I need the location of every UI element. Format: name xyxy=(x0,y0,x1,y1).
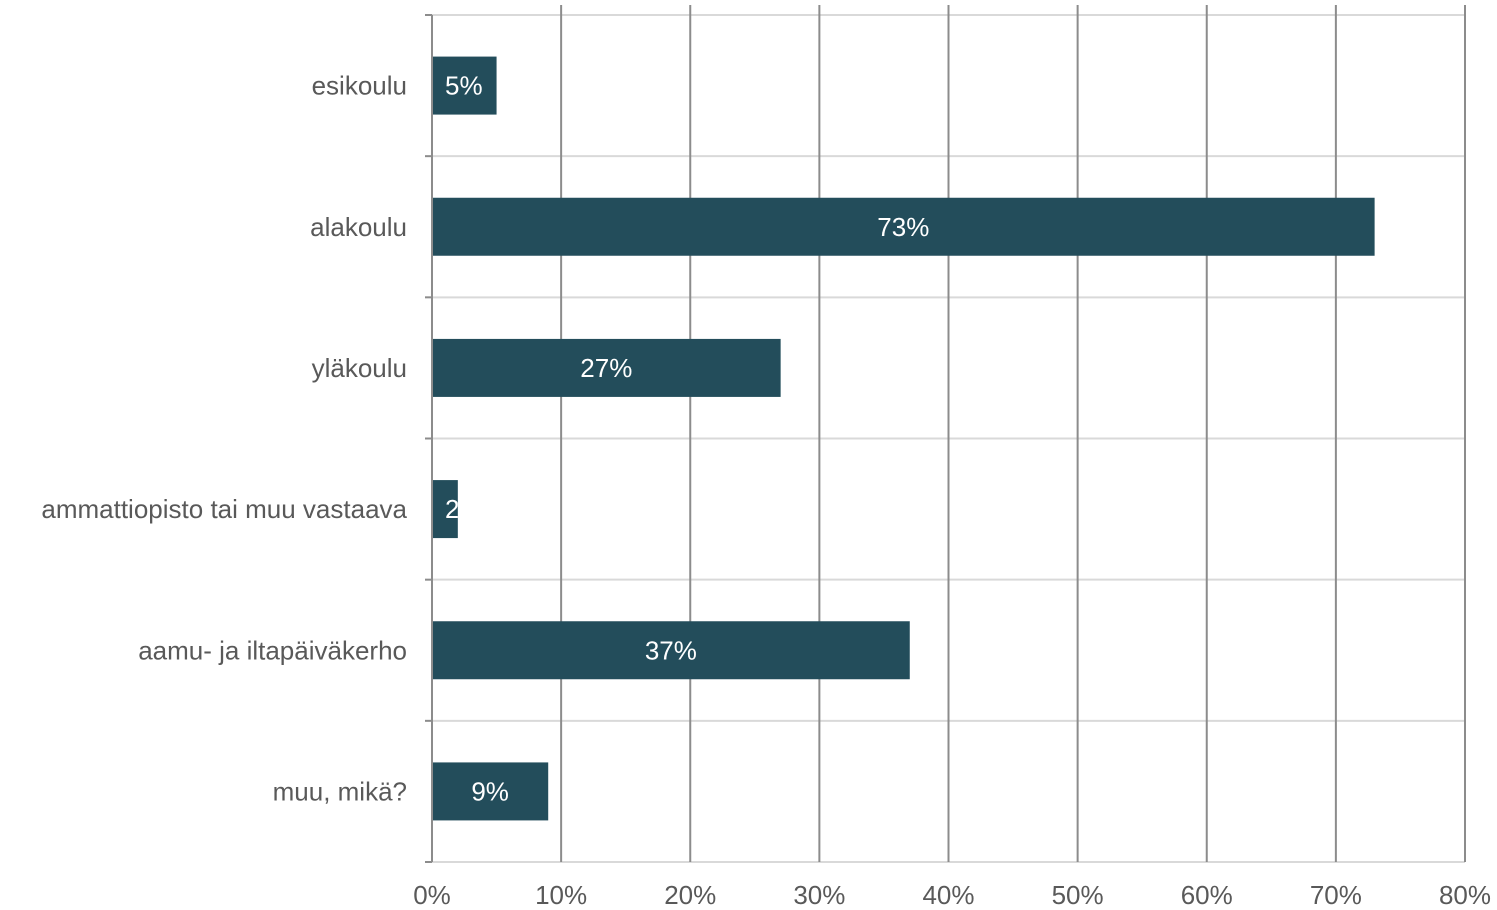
x-tick-label: 40% xyxy=(922,880,974,910)
bar xyxy=(432,338,781,397)
x-tick-label: 0% xyxy=(413,880,451,910)
category-label: ammattiopisto tai muu vastaava xyxy=(41,494,407,524)
category-label: esikoulu xyxy=(312,71,407,101)
category-label: muu, mikä? xyxy=(273,776,407,806)
bar xyxy=(432,56,497,115)
labels: 0% 10% 20% 30% 40% 50% 60% 70% 80% esikoulu 5% alak… xyxy=(41,71,1491,910)
bars xyxy=(432,56,1375,821)
data-label: 37% xyxy=(645,635,697,665)
category-label: alakoulu xyxy=(310,212,407,242)
data-label: 73% xyxy=(877,212,929,242)
x-tick-label: 20% xyxy=(664,880,716,910)
bar xyxy=(432,197,1375,256)
category-label: yläkoulu xyxy=(312,353,407,383)
data-label: 9% xyxy=(471,776,509,806)
axes xyxy=(425,14,433,863)
category-label: aamu- ja iltapäiväkerho xyxy=(138,635,407,665)
x-tick-label: 80% xyxy=(1439,880,1491,910)
data-label: 5% xyxy=(445,71,483,101)
bar xyxy=(432,480,458,539)
x-tick-label: 50% xyxy=(1052,880,1104,910)
x-tick-label: 60% xyxy=(1181,880,1233,910)
bar xyxy=(432,621,910,680)
bar xyxy=(432,762,549,821)
x-tick-label: 10% xyxy=(535,880,587,910)
x-tick-label: 70% xyxy=(1310,880,1362,910)
x-tick-label: 30% xyxy=(793,880,845,910)
data-label: 2% xyxy=(445,494,483,524)
data-label: 27% xyxy=(580,353,632,383)
gridlines xyxy=(432,5,1466,863)
